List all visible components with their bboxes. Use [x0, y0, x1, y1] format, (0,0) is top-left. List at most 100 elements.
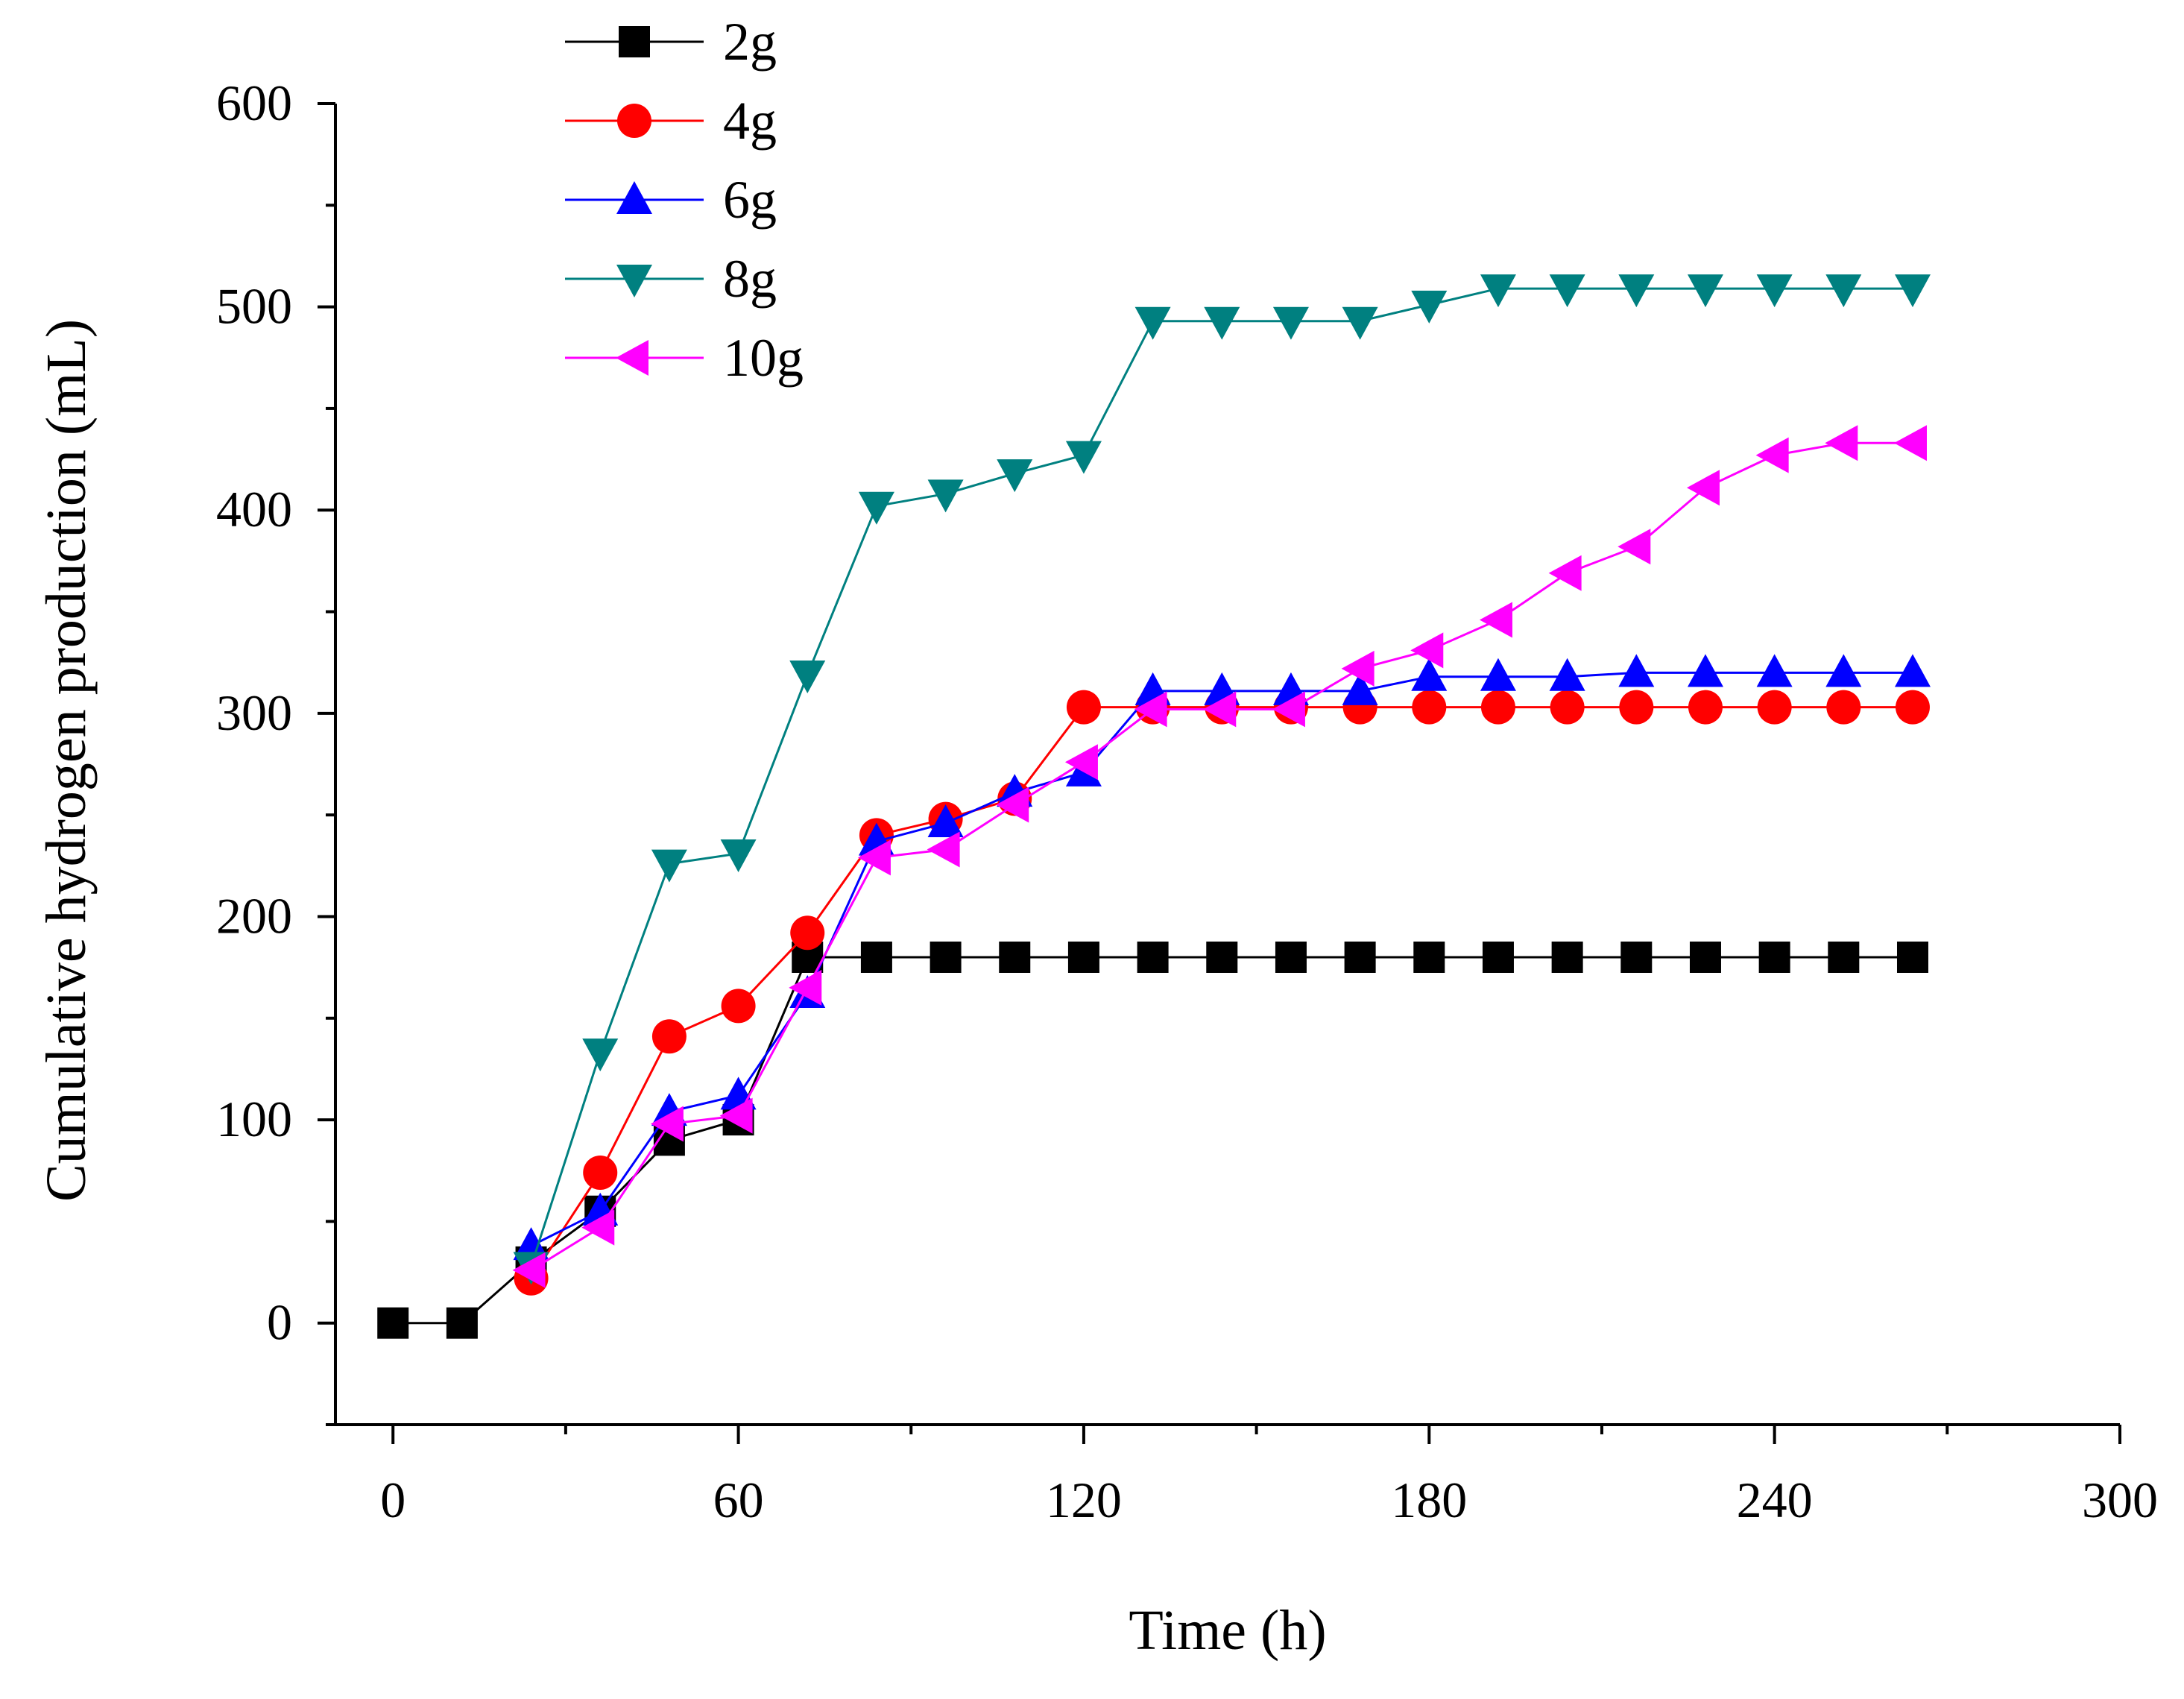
data-point-8g	[858, 491, 894, 525]
data-point-4g	[1412, 690, 1447, 725]
legend-marker-4g	[617, 104, 651, 138]
data-point-2g	[1689, 941, 1721, 973]
data-point-8g	[1480, 274, 1516, 308]
data-point-10g	[1755, 437, 1789, 473]
y-tick-label: 200	[216, 887, 292, 944]
data-point-2g	[1758, 941, 1790, 973]
data-point-8g	[789, 661, 826, 694]
legend-label-6g: 6g	[723, 170, 777, 230]
x-tick-label: 180	[1391, 1472, 1467, 1528]
y-tick-label: 0	[267, 1294, 292, 1351]
y-tick-label: 400	[216, 481, 292, 538]
x-tick-label: 120	[1046, 1472, 1122, 1528]
legend-label-10g: 10g	[723, 328, 804, 388]
legend-label-4g: 4g	[723, 91, 777, 151]
legend-marker-2g	[619, 26, 650, 57]
data-point-10g	[996, 787, 1029, 823]
data-point-8g	[1756, 274, 1793, 308]
data-point-8g	[1411, 290, 1448, 324]
data-point-2g	[860, 941, 892, 973]
data-point-6g	[1618, 654, 1655, 687]
data-point-2g	[1828, 941, 1860, 973]
x-axis-title: Time (h)	[1129, 1599, 1326, 1662]
data-point-10g	[1548, 555, 1582, 591]
data-point-6g	[1756, 654, 1793, 687]
data-point-2g	[446, 1307, 478, 1339]
data-point-8g	[1134, 306, 1171, 340]
y-tick-label: 600	[216, 75, 292, 131]
data-point-2g	[1344, 941, 1376, 973]
data-point-10g	[1893, 425, 1927, 461]
data-point-10g	[1134, 691, 1167, 728]
data-point-10g	[719, 1097, 753, 1134]
data-point-8g	[651, 849, 687, 883]
data-point-8g	[1894, 274, 1931, 308]
x-tick-label: 0	[380, 1472, 405, 1528]
data-point-8g	[582, 1038, 619, 1072]
data-point-4g	[1895, 690, 1930, 725]
data-point-2g	[1896, 941, 1928, 973]
data-point-4g	[1688, 690, 1723, 725]
data-point-10g	[1410, 632, 1444, 669]
data-point-2g	[930, 941, 962, 973]
legend-marker-6g	[616, 181, 652, 214]
data-point-10g	[1618, 529, 1651, 565]
data-point-10g	[650, 1106, 684, 1142]
data-point-6g	[1894, 654, 1931, 687]
data-point-6g	[1687, 654, 1723, 687]
data-point-8g	[1549, 274, 1585, 308]
data-point-8g	[1204, 306, 1240, 340]
data-point-8g	[1342, 306, 1378, 340]
data-point-10g	[1341, 650, 1375, 687]
data-point-6g	[1411, 658, 1448, 691]
data-point-2g	[1551, 941, 1583, 973]
legend-label-2g: 2g	[723, 12, 777, 72]
data-point-10g	[1686, 470, 1720, 506]
data-point-4g	[1480, 690, 1515, 725]
data-point-8g	[720, 839, 757, 872]
data-point-6g	[1480, 658, 1516, 691]
data-point-4g	[1619, 690, 1654, 725]
data-point-10g	[1064, 744, 1098, 781]
legend-marker-10g	[616, 340, 648, 376]
data-point-2g	[1482, 941, 1514, 973]
data-point-8g	[1065, 441, 1102, 474]
data-point-10g	[512, 1252, 546, 1288]
x-tick-label: 240	[1737, 1472, 1813, 1528]
data-point-10g	[1272, 691, 1305, 728]
data-point-4g	[1066, 690, 1101, 725]
data-point-8g	[1687, 274, 1723, 308]
data-point-4g	[1757, 690, 1792, 725]
data-point-6g	[1825, 654, 1862, 687]
y-axis-title: Cumulative hydrogen production (mL)	[35, 319, 98, 1202]
data-point-10g	[789, 969, 822, 1006]
data-point-6g	[513, 1227, 549, 1261]
data-point-4g	[790, 915, 825, 951]
data-point-10g	[1825, 425, 1858, 461]
data-point-6g	[1342, 672, 1378, 705]
data-point-8g	[1618, 274, 1655, 308]
data-point-8g	[1272, 306, 1309, 340]
data-point-2g	[999, 941, 1031, 973]
legend-label-8g: 8g	[723, 249, 777, 309]
series-line-2g	[393, 956, 1913, 1325]
data-point-2g	[1067, 941, 1099, 973]
legend-marker-8g	[616, 265, 652, 297]
data-point-2g	[1206, 941, 1238, 973]
y-tick-label: 300	[216, 684, 292, 741]
data-point-10g	[1203, 691, 1237, 728]
data-point-4g	[1550, 690, 1585, 725]
data-point-10g	[1479, 602, 1512, 638]
x-tick-label: 300	[2082, 1472, 2158, 1528]
data-point-2g	[1620, 941, 1653, 973]
data-point-2g	[377, 1307, 409, 1339]
data-point-4g	[1826, 690, 1861, 725]
data-point-10g	[857, 839, 891, 876]
data-point-10g	[927, 831, 960, 868]
y-tick-label: 500	[216, 278, 292, 335]
data-point-2g	[1413, 941, 1445, 973]
data-point-6g	[1549, 658, 1585, 691]
data-point-2g	[1275, 941, 1307, 973]
